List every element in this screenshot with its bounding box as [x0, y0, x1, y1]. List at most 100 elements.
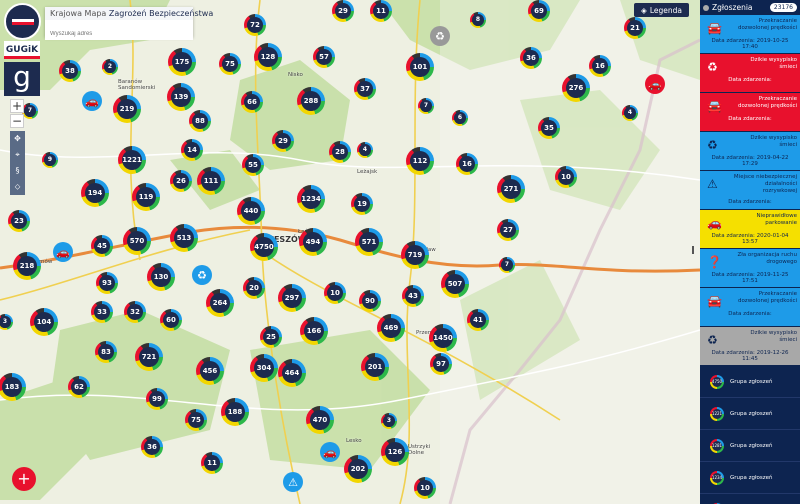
address-search-input[interactable] [45, 28, 193, 40]
report-cluster[interactable]: 75 [185, 409, 207, 431]
report-cluster[interactable]: 202 [344, 455, 372, 483]
report-cluster[interactable]: 4 [622, 105, 638, 121]
report-cluster[interactable]: 469 [377, 314, 405, 342]
report-cluster[interactable]: 10 [555, 166, 577, 188]
report-cluster[interactable]: 9 [42, 152, 58, 168]
report-pin-icon[interactable]: 🚗 [82, 91, 102, 111]
report-cluster[interactable]: 276 [562, 74, 590, 102]
report-cluster[interactable]: 464 [278, 359, 306, 387]
report-cluster[interactable]: 55 [242, 154, 264, 176]
add-report-button[interactable]: + [12, 467, 36, 491]
report-pin-icon[interactable]: 🚗 [645, 74, 665, 94]
report-item[interactable]: ⚠ Miejsce niebezpiecznej działalności roz… [700, 171, 800, 210]
report-cluster[interactable]: 219 [113, 95, 141, 123]
report-cluster[interactable]: 6 [452, 110, 468, 126]
report-cluster[interactable]: 99 [146, 388, 168, 410]
report-cluster[interactable]: 60 [160, 309, 182, 331]
report-pin-icon[interactable]: ⚠ [283, 472, 303, 492]
report-cluster[interactable]: 11 [370, 0, 392, 22]
report-cluster[interactable]: 264 [206, 289, 234, 317]
report-cluster[interactable]: 128 [254, 43, 282, 71]
report-cluster[interactable]: 26 [170, 170, 192, 192]
report-cluster[interactable]: 69 [528, 0, 550, 22]
toggle-icon[interactable] [703, 4, 709, 11]
report-item[interactable]: 🚘 Przekraczanie dozwolonej prędkości Data … [700, 288, 800, 327]
report-cluster[interactable]: 456 [196, 357, 224, 385]
report-cluster[interactable]: 43 [402, 285, 424, 307]
report-cluster[interactable]: 10 [414, 477, 436, 499]
report-cluster[interactable]: 104 [30, 308, 58, 336]
report-cluster[interactable]: 23 [8, 210, 30, 232]
report-item[interactable]: 🚘 Przekraczanie dozwolonej prędkości Data … [700, 15, 800, 54]
report-cluster[interactable]: 139 [167, 83, 195, 111]
report-cluster[interactable]: 126 [381, 438, 409, 466]
report-cluster[interactable]: 21 [624, 17, 646, 39]
report-cluster[interactable]: 119 [132, 183, 160, 211]
report-cluster[interactable]: 83 [95, 341, 117, 363]
report-cluster[interactable]: 175 [168, 48, 196, 76]
report-cluster[interactable]: 513 [170, 224, 198, 252]
report-cluster[interactable]: 11 [201, 452, 223, 474]
report-cluster[interactable]: 494 [299, 228, 327, 256]
report-cluster[interactable]: 27 [497, 219, 519, 241]
report-group-item[interactable]: 1450Grupa zgłoszeń [700, 494, 800, 504]
report-cluster[interactable]: 29 [272, 130, 294, 152]
report-cluster[interactable]: 57 [313, 46, 335, 68]
panel-resize-handle[interactable] [692, 246, 694, 254]
map[interactable]: Baranów Sandomierski Nisko Leżajsk Łańcu… [0, 0, 700, 504]
report-cluster[interactable]: 201 [361, 353, 389, 381]
report-cluster[interactable]: 8 [470, 12, 486, 28]
report-cluster[interactable]: 3 [381, 413, 397, 429]
report-cluster[interactable]: 1221 [118, 146, 146, 174]
report-cluster[interactable]: 25 [260, 326, 282, 348]
report-cluster[interactable]: 28 [329, 141, 351, 163]
report-cluster[interactable]: 88 [189, 110, 211, 132]
report-cluster[interactable]: 101 [406, 53, 434, 81]
report-cluster[interactable]: 16 [456, 153, 478, 175]
report-cluster[interactable]: 1234 [297, 185, 325, 213]
report-pin-icon[interactable]: ♻ [430, 26, 450, 46]
report-cluster[interactable]: 10 [324, 282, 346, 304]
report-cluster[interactable]: 570 [123, 227, 151, 255]
report-group-item[interactable]: 4750 Grupa zgłoszeń [700, 366, 800, 398]
locate-icon[interactable]: ⌖ [15, 149, 20, 159]
report-cluster[interactable]: 166 [300, 317, 328, 345]
report-group-item[interactable]: 1221 Grupa zgłoszeń [700, 398, 800, 430]
report-item[interactable]: ♻ Dzikie wysypisko śmieci Data zdarzenia: … [700, 132, 800, 171]
report-item[interactable]: 🚘 Przekraczanie dozwolonej prędkości Data … [700, 93, 800, 132]
report-cluster[interactable]: 93 [96, 272, 118, 294]
report-cluster[interactable]: 7 [499, 257, 515, 273]
report-cluster[interactable]: 3 [0, 314, 13, 330]
report-cluster[interactable]: 721 [135, 343, 163, 371]
report-cluster[interactable]: 297 [278, 284, 306, 312]
report-cluster[interactable]: 188 [221, 398, 249, 426]
fullscreen-icon[interactable]: ✥ [14, 134, 21, 144]
report-cluster[interactable]: 90 [359, 290, 381, 312]
report-item[interactable]: ❓ Zła organizacja ruchu drogowego Data zda… [700, 249, 800, 288]
zoom-in-button[interactable]: + [10, 99, 24, 113]
report-pin-icon[interactable]: 🚗 [53, 242, 73, 262]
report-cluster[interactable]: 440 [237, 197, 265, 225]
report-cluster[interactable]: 218 [13, 252, 41, 280]
report-cluster[interactable]: 7 [22, 103, 38, 119]
tag-icon[interactable]: ⬦ [14, 181, 21, 191]
report-cluster[interactable]: 507 [441, 270, 469, 298]
report-cluster[interactable]: 33 [91, 301, 113, 323]
report-pin-icon[interactable]: ♻ [192, 265, 212, 285]
report-cluster[interactable]: 35 [538, 117, 560, 139]
report-cluster[interactable]: 304 [250, 354, 278, 382]
report-cluster[interactable]: 20 [243, 277, 265, 299]
report-pin-icon[interactable]: 🚗 [320, 442, 340, 462]
report-cluster[interactable]: 1450 [429, 324, 457, 352]
report-cluster[interactable]: 288 [297, 87, 325, 115]
report-cluster[interactable]: 45 [91, 235, 113, 257]
report-cluster[interactable]: 183 [0, 373, 26, 401]
report-cluster[interactable]: 719 [401, 241, 429, 269]
report-item[interactable]: ♻ Dzikie wysypisko śmieci Data zdarzenia: [700, 54, 800, 93]
report-cluster[interactable]: 38 [59, 60, 81, 82]
report-cluster[interactable]: 97 [430, 353, 452, 375]
report-cluster[interactable]: 112 [406, 147, 434, 175]
report-cluster[interactable]: 36 [520, 47, 542, 69]
paragraph-icon[interactable]: § [15, 166, 20, 176]
geoportal-logo[interactable]: g [4, 62, 40, 96]
